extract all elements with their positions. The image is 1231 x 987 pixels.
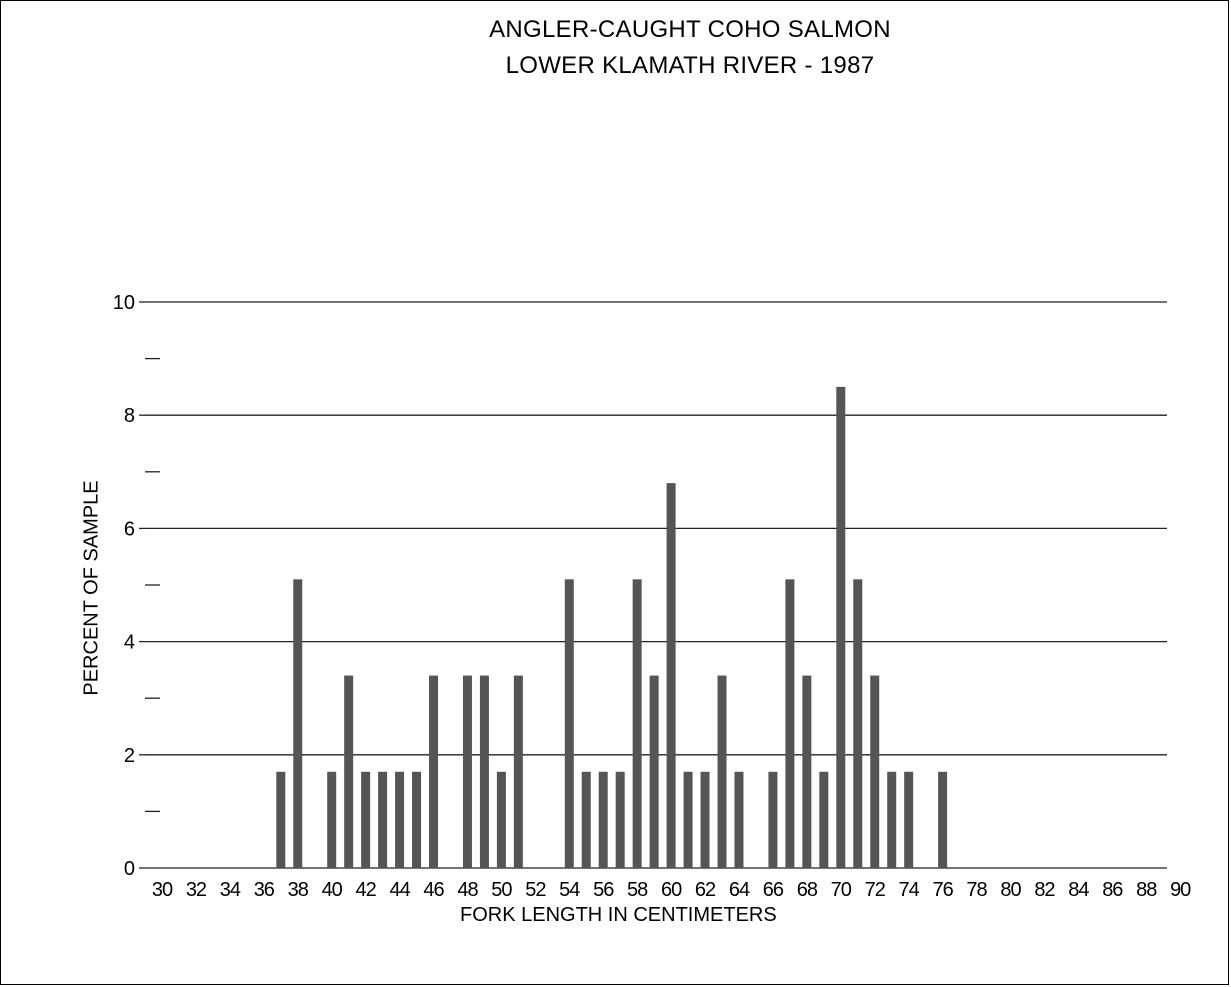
bar — [734, 771, 744, 868]
x-tick-label: 86 — [1102, 879, 1123, 901]
x-tick-label: 34 — [220, 879, 241, 901]
bar — [768, 771, 778, 868]
x-tick-label: 38 — [288, 879, 309, 901]
bar — [344, 675, 354, 868]
x-tick-label: 70 — [831, 879, 852, 901]
bar — [564, 579, 574, 868]
bar — [496, 771, 506, 868]
bar — [802, 675, 812, 868]
x-tick-label: 78 — [966, 879, 987, 901]
chart-title: ANGLER-CAUGHT COHO SALMON — [489, 16, 891, 43]
bar — [395, 771, 405, 868]
bar — [819, 771, 829, 868]
x-tick-label: 90 — [1170, 879, 1191, 901]
bar — [938, 771, 948, 868]
bar — [666, 483, 676, 868]
bar — [429, 675, 439, 868]
bar — [785, 579, 795, 868]
bar — [412, 771, 422, 868]
x-tick-label: 52 — [525, 879, 546, 901]
y-tick-label: 4 — [124, 632, 135, 654]
bar — [293, 579, 303, 868]
x-tick-label: 48 — [457, 879, 478, 901]
y-tick-label: 2 — [124, 745, 135, 767]
bar — [853, 579, 863, 868]
x-tick-label: 40 — [322, 879, 343, 901]
x-tick-label: 50 — [491, 879, 512, 901]
bar — [904, 771, 914, 868]
x-tick-label: 56 — [593, 879, 614, 901]
x-axis-label: FORK LENGTH IN CENTIMETERS — [460, 904, 777, 926]
chart-subtitle: LOWER KLAMATH RIVER - 1987 — [505, 52, 875, 79]
x-tick-label: 88 — [1136, 879, 1157, 901]
x-tick-label: 42 — [356, 879, 377, 901]
y-tick-label: 8 — [124, 405, 135, 427]
x-tick-label: 32 — [186, 879, 207, 901]
x-tick-label: 44 — [389, 879, 410, 901]
y-tick-label: 6 — [124, 518, 135, 540]
x-tick-label: 64 — [729, 879, 750, 901]
y-tick-label: 0 — [124, 858, 135, 880]
bar — [378, 771, 388, 868]
x-tick-label: 72 — [865, 879, 886, 901]
x-tick-label: 30 — [152, 879, 173, 901]
bar — [649, 675, 659, 868]
x-tick-label: 58 — [627, 879, 648, 901]
bar — [581, 771, 591, 868]
x-tick-label: 62 — [695, 879, 716, 901]
bar — [462, 675, 472, 868]
bar — [513, 675, 523, 868]
x-tick-label: 84 — [1068, 879, 1089, 901]
bar — [361, 771, 371, 868]
bar — [700, 771, 710, 868]
y-tick-label: 10 — [113, 292, 135, 314]
x-tick-label: 76 — [932, 879, 953, 901]
bar — [327, 771, 337, 868]
x-tick-label: 66 — [763, 879, 784, 901]
bar — [683, 771, 693, 868]
x-tick-label: 54 — [559, 879, 580, 901]
bar — [870, 675, 880, 868]
x-tick-label: 80 — [1000, 879, 1021, 901]
bar — [615, 771, 625, 868]
bar — [598, 771, 608, 868]
x-tick-label: 36 — [254, 879, 275, 901]
bar — [479, 675, 489, 868]
bar — [632, 579, 642, 868]
bar — [717, 675, 727, 868]
x-tick-label: 68 — [797, 879, 818, 901]
bar — [276, 771, 286, 868]
x-tick-label: 46 — [423, 879, 444, 901]
x-tick-label: 74 — [899, 879, 920, 901]
x-tick-label: 60 — [661, 879, 682, 901]
x-tick-label: 82 — [1034, 879, 1055, 901]
bar — [887, 771, 897, 868]
bar — [836, 386, 846, 868]
